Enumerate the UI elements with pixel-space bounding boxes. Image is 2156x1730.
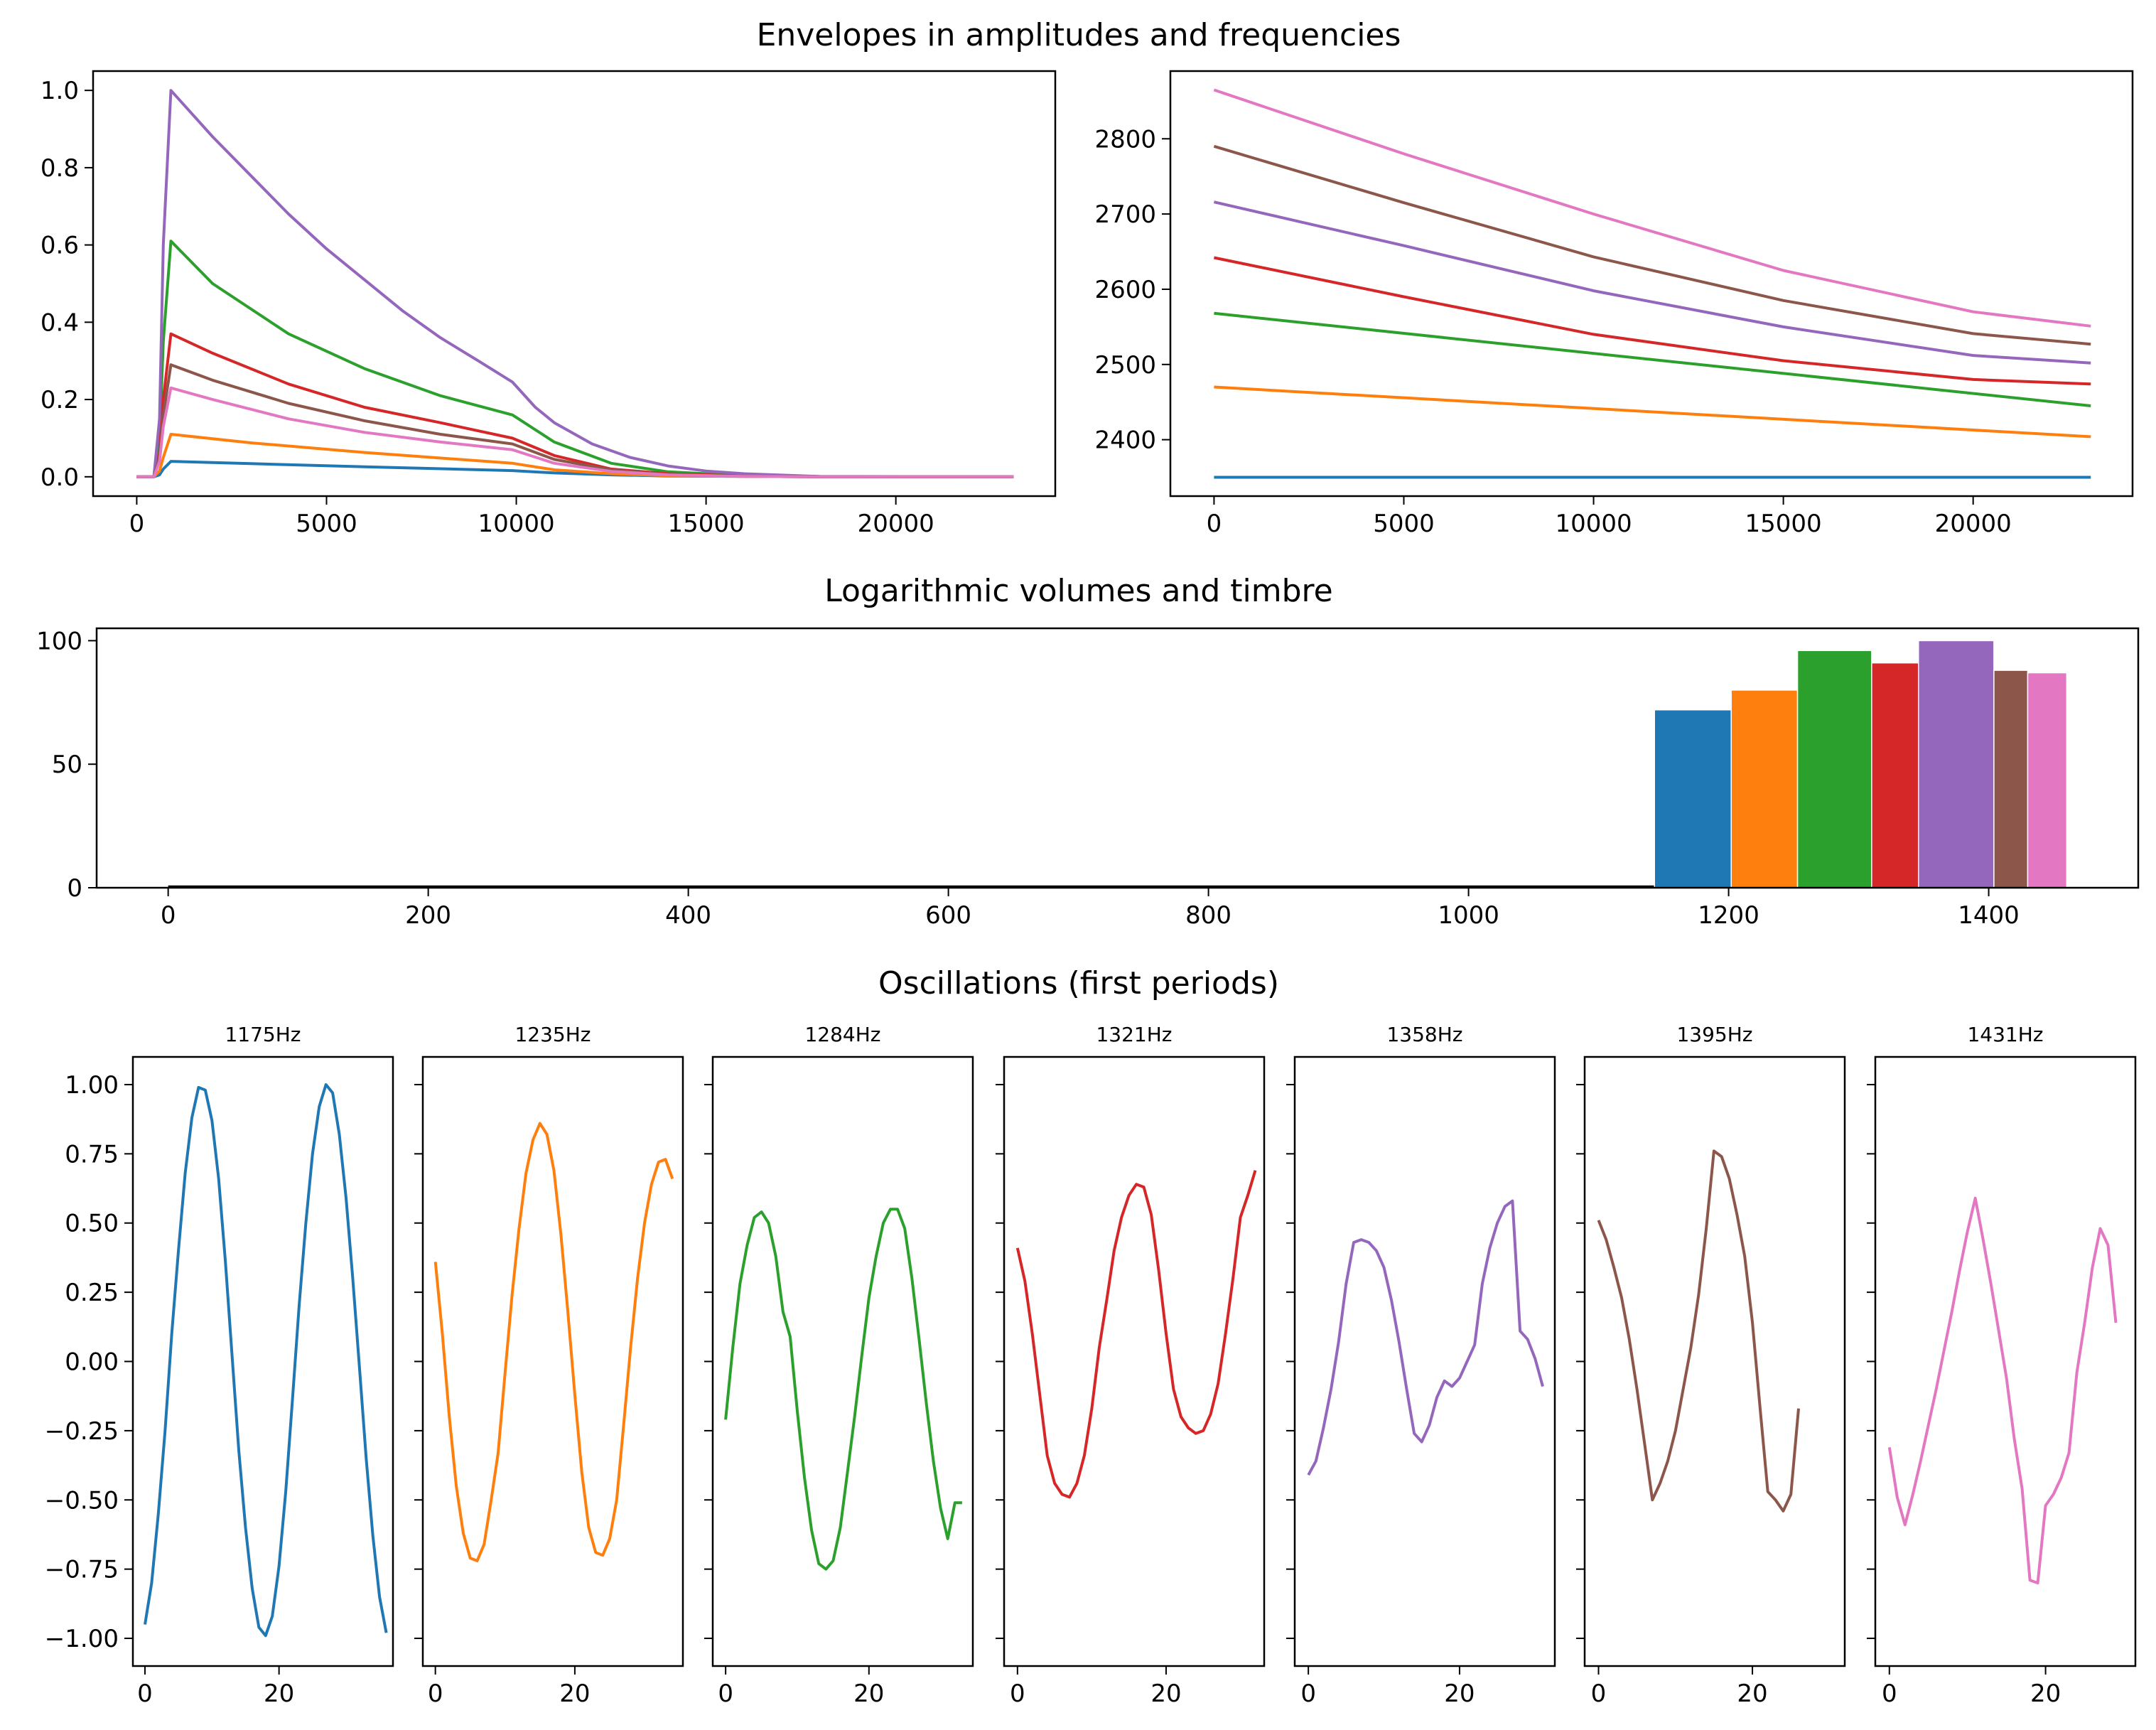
oscillation-panel-x-tick-label: 20 <box>1444 1680 1475 1708</box>
amplitude-envelopes-y-tick-label: 0.2 <box>41 386 79 414</box>
amplitude-envelopes-y-tick-label: 0.4 <box>41 308 79 337</box>
oscillation-panel-x-tick-label: 20 <box>559 1680 590 1708</box>
volume-bar <box>1730 689 1799 888</box>
oscillation-panel-title: 1321Hz <box>1096 1023 1172 1046</box>
frequency-series-line <box>1214 311 2091 407</box>
frequency-series-line <box>1214 385 2091 439</box>
oscillation-panel-x-tick-label: 0 <box>428 1680 443 1708</box>
oscillation-panel-x-tick-label: 0 <box>1300 1680 1316 1708</box>
volumes-title: Logarithmic volumes and timbre <box>824 573 1332 609</box>
oscillation-line <box>724 1208 962 1571</box>
oscillation-panel-x-tick-label: 0 <box>718 1680 733 1708</box>
oscillation-panel-x-tick-label: 20 <box>1737 1680 1767 1708</box>
oscillation-panel-title: 1358Hz <box>1386 1023 1462 1046</box>
oscillation-line <box>1015 1170 1257 1499</box>
frequency-envelopes-y-tick-label: 2500 <box>1094 351 1156 380</box>
oscillation-panel-x-tick-label: 20 <box>264 1680 294 1708</box>
log-volumes-x-tick-label: 600 <box>925 901 971 930</box>
oscillation-panel-x-tick-label: 0 <box>1010 1680 1025 1708</box>
volume-bar <box>1993 670 2029 888</box>
oscillation-line <box>1307 1199 1544 1476</box>
frequency-envelopes-x-tick-label: 15000 <box>1745 510 1822 538</box>
amplitude-envelopes-x-tick-label: 0 <box>129 510 145 538</box>
amplitude-envelopes-x-tick-label: 10000 <box>478 510 554 538</box>
frequency-envelopes-x-tick-label: 10000 <box>1555 510 1632 538</box>
frequency-envelopes-y-tick-label: 2600 <box>1094 276 1156 304</box>
oscillation-line <box>433 1122 674 1562</box>
envelopes-title: Envelopes in amplitudes and frequencies <box>757 17 1401 53</box>
oscillation-panel-y-tick-label: −1.00 <box>45 1625 119 1653</box>
amplitude-envelopes-y-tick-label: 0.6 <box>41 232 79 260</box>
oscillation-panel-y-tick-label: 0.25 <box>65 1279 119 1307</box>
oscillation-panel-title: 1235Hz <box>514 1023 591 1046</box>
amplitude-envelopes-x-tick-label: 20000 <box>858 510 934 538</box>
amplitude-envelopes-y-tick-label: 0.8 <box>41 154 79 183</box>
log-volumes-y-tick-label: 0 <box>67 874 82 903</box>
oscillation-panel-title: 1175Hz <box>225 1023 301 1046</box>
oscillation-panel-y-tick-label: 1.00 <box>65 1071 119 1100</box>
volume-bar <box>1917 640 1995 888</box>
oscillation-panel-x-tick-label: 0 <box>1591 1680 1607 1708</box>
log-volumes-x-tick-label: 800 <box>1185 901 1231 930</box>
oscillation-line <box>1887 1196 2118 1585</box>
log-volumes-x-tick-label: 1400 <box>1958 901 2020 930</box>
frequency-envelopes-y-tick-label: 2800 <box>1094 125 1156 154</box>
amplitude-envelopes-x-tick-label: 15000 <box>668 510 745 538</box>
amplitude-envelopes-x-tick-label: 5000 <box>296 510 357 538</box>
oscillation-panel-title: 1284Hz <box>804 1023 880 1046</box>
amplitude-envelopes-y-tick-label: 0.0 <box>41 463 79 492</box>
frequency-series-line <box>1213 256 2091 386</box>
oscillation-panel-y-tick-label: −0.25 <box>45 1417 119 1446</box>
amplitude-series-line <box>136 386 1014 478</box>
oscillation-line <box>144 1083 388 1638</box>
frequency-envelopes-frame <box>1169 70 2134 498</box>
amplitude-envelopes-frame <box>92 70 1057 498</box>
log-volumes-x-tick-label: 200 <box>405 901 451 930</box>
oscillation-panel-x-tick-label: 0 <box>1882 1680 1897 1708</box>
oscillation-line <box>1597 1149 1800 1513</box>
oscillation-panel-y-tick-label: −0.75 <box>45 1556 119 1584</box>
oscillation-panel-x-tick-label: 0 <box>137 1680 153 1708</box>
volume-bar <box>1871 662 1919 888</box>
oscillation-panel-title: 1395Hz <box>1676 1023 1752 1046</box>
oscillation-panel-y-tick-label: −0.50 <box>45 1486 119 1515</box>
frequency-series-line <box>1213 200 2091 365</box>
frequency-series-line <box>1213 88 2091 328</box>
frequency-envelopes-x-tick-label: 5000 <box>1373 510 1435 538</box>
oscillation-panel-y-tick-label: 0.00 <box>65 1348 119 1377</box>
amplitude-envelopes-y-tick-label: 1.0 <box>41 77 79 105</box>
oscillation-panel-y-tick-label: 0.50 <box>65 1210 119 1238</box>
oscillations-title: Oscillations (first periods) <box>878 965 1279 1001</box>
log-volumes-x-tick-label: 1000 <box>1438 901 1499 930</box>
volume-bar <box>2027 672 2068 888</box>
log-volumes-x-tick-label: 0 <box>161 901 176 930</box>
volume-bar <box>1796 650 1872 888</box>
frequency-series-line <box>1213 144 2091 346</box>
oscillation-panel-x-tick-label: 20 <box>1150 1680 1181 1708</box>
oscillation-panel-x-tick-label: 20 <box>853 1680 884 1708</box>
frequency-envelopes-x-tick-label: 20000 <box>1935 510 2012 538</box>
frequency-envelopes-x-tick-label: 0 <box>1207 510 1222 538</box>
log-volumes-frame <box>95 627 2140 889</box>
oscillation-panel-y-tick-label: 0.75 <box>65 1140 119 1168</box>
volume-bar <box>1654 709 1732 888</box>
oscillation-panel-x-tick-label: 20 <box>2030 1680 2061 1708</box>
oscillation-panel-title: 1431Hz <box>1967 1023 2043 1046</box>
amplitude-series-line <box>136 89 1014 478</box>
log-volumes-x-tick-label: 1200 <box>1698 901 1759 930</box>
frequency-envelopes-y-tick-label: 2700 <box>1094 200 1156 229</box>
log-volumes-y-tick-label: 50 <box>52 751 82 779</box>
log-volumes-x-tick-label: 400 <box>665 901 711 930</box>
frequency-envelopes-y-tick-label: 2400 <box>1094 426 1156 455</box>
log-volumes-y-tick-label: 100 <box>36 627 82 655</box>
